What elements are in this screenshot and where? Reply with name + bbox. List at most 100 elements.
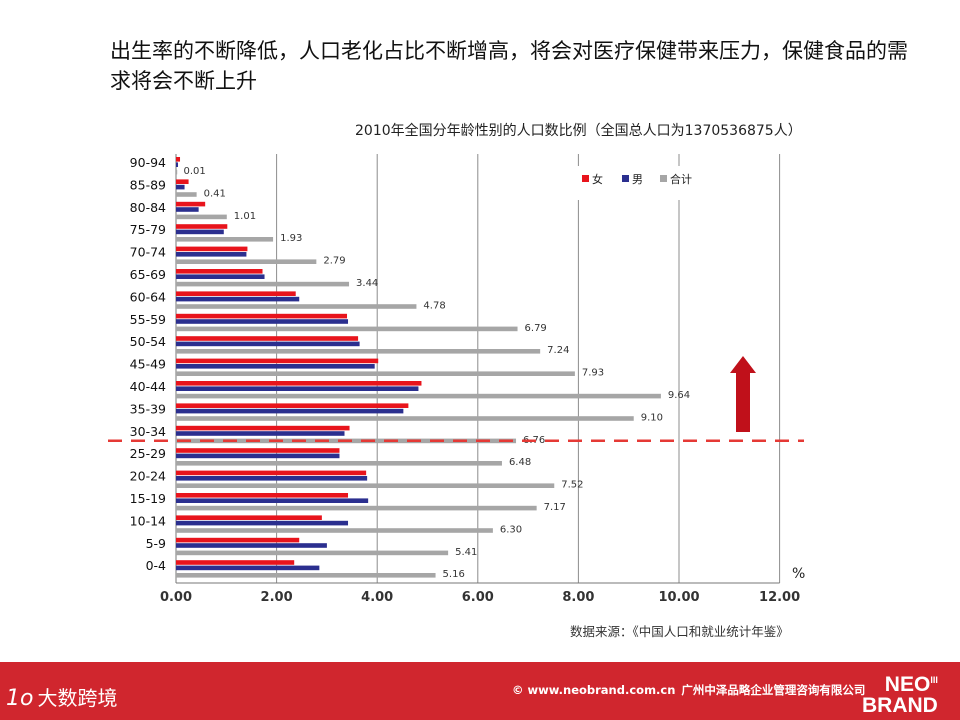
total-bar [176, 416, 634, 421]
male-bar [176, 408, 404, 414]
data-label: 7.52 [561, 480, 583, 491]
data-label: 4.78 [423, 300, 445, 311]
male-bar [176, 543, 327, 548]
data-label: 3.44 [356, 278, 378, 289]
x-tick-label: 2.00 [261, 590, 293, 605]
category-label: 35-39 [130, 401, 166, 416]
female-bar [176, 560, 295, 565]
data-label: 9.10 [641, 412, 663, 423]
category-label: 80-84 [130, 200, 166, 215]
female-bar [176, 358, 379, 364]
total-bar [176, 281, 350, 287]
female-bar [176, 381, 422, 386]
male-bar [176, 162, 179, 167]
data-label: 5.16 [443, 569, 465, 580]
total-bar [176, 371, 575, 376]
x-tick-label: 10.00 [658, 590, 699, 605]
legend-male-swatch [622, 175, 629, 182]
category-label: 55-59 [130, 312, 166, 327]
male-bar [176, 296, 300, 302]
category-label: 0-4 [146, 558, 166, 573]
male-bar [176, 498, 369, 503]
data-label: 5.41 [455, 547, 477, 558]
female-bar [176, 493, 349, 498]
total-bar [176, 505, 537, 511]
male-bar [176, 431, 345, 436]
total-bar [176, 349, 541, 354]
male-bar [176, 520, 349, 526]
total-bar [176, 192, 197, 197]
data-label: 6.30 [500, 524, 522, 535]
data-source: 数据来源：《中国人口和就业统计年鉴》 [570, 624, 789, 639]
female-bar [176, 448, 340, 453]
total-bar [176, 483, 555, 488]
data-label: 1.93 [280, 233, 302, 244]
female-bar [176, 269, 263, 274]
female-bar [176, 313, 348, 319]
data-label: 6.79 [525, 323, 547, 334]
female-bar [176, 201, 206, 207]
male-bar [176, 453, 340, 459]
male-bar [176, 319, 349, 324]
data-label: 2.79 [323, 256, 345, 267]
category-label: 25-29 [130, 446, 166, 461]
male-bar [176, 252, 247, 257]
footer-url[interactable]: © www.neobrand.com.cn [512, 683, 676, 697]
female-bar [176, 515, 322, 520]
x-tick-label: 12.00 [759, 590, 800, 605]
total-bar [176, 573, 436, 578]
legend-total-swatch [660, 175, 667, 182]
data-label: 7.24 [547, 345, 569, 356]
total-bar [176, 393, 661, 399]
category-label: 10-14 [130, 513, 166, 528]
female-bar [176, 291, 296, 296]
category-label: 60-64 [130, 289, 166, 304]
total-bar [176, 304, 417, 309]
legend-female-label: 女 [592, 172, 603, 186]
category-label: 65-69 [130, 267, 166, 282]
total-bar [176, 550, 449, 556]
up-arrow-icon [730, 356, 756, 373]
female-bar [176, 246, 248, 252]
female-bar [176, 157, 181, 162]
brand-line1: NEO [884, 673, 931, 696]
legend-female-swatch [582, 175, 589, 182]
chart-title: 2010年全国分年龄性别的人口数比例（全国总人口为1370536875人） [355, 123, 802, 139]
footer-left-logo-text: 大数跨境 [37, 686, 118, 710]
x-tick-label: 6.00 [462, 590, 494, 605]
female-bar [176, 179, 189, 184]
category-label: 75-79 [130, 222, 166, 237]
data-label: 7.17 [544, 502, 566, 513]
male-bar [176, 386, 419, 391]
footer-bar: 1o 大数跨境 © www.neobrand.com.cn 广州中泽品略企业管理咨询… [0, 662, 960, 720]
data-label: 9.64 [668, 390, 690, 401]
category-label: 5-9 [146, 536, 166, 551]
brand-sup: III [930, 675, 938, 685]
female-bar [176, 470, 367, 476]
male-bar [176, 476, 368, 481]
x-tick-label: 8.00 [562, 590, 594, 605]
total-bar [176, 528, 493, 533]
category-label: 20-24 [130, 469, 166, 484]
data-label: 0.41 [204, 188, 226, 199]
male-bar [176, 341, 360, 347]
category-label: 15-19 [130, 491, 166, 506]
legend-box [572, 166, 702, 200]
male-bar [176, 565, 320, 571]
x-tick-label: 0.00 [160, 590, 192, 605]
data-label: 1.01 [234, 211, 256, 222]
total-bar [176, 461, 502, 466]
category-label: 70-74 [130, 245, 166, 260]
female-bar [176, 224, 228, 229]
female-bar [176, 425, 350, 431]
male-bar [176, 229, 224, 235]
up-arrow-shaft [736, 372, 750, 432]
legend-male-label: 男 [632, 173, 643, 186]
legend-total-label: 合计 [670, 172, 692, 186]
brand-line2: BRAND [862, 694, 938, 717]
category-label: 45-49 [130, 357, 166, 372]
data-label: 7.93 [582, 368, 604, 379]
data-label: 0.01 [184, 166, 206, 177]
female-bar [176, 403, 409, 408]
male-bar [176, 274, 265, 279]
